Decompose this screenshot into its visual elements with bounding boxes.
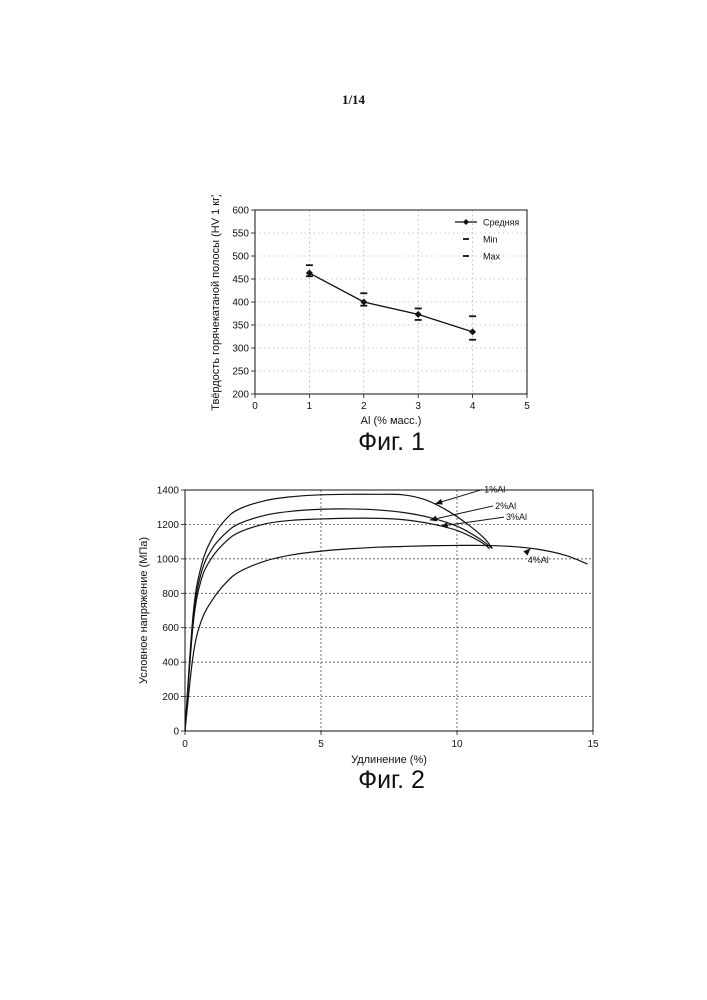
y-tick-label: 200 — [232, 390, 249, 401]
x-tick-label: 10 — [451, 739, 463, 750]
x-tick-label: 5 — [524, 401, 530, 412]
mean-line — [309, 273, 472, 332]
y-tick-label: 300 — [232, 344, 249, 355]
mean-point — [360, 299, 367, 306]
x-tick-label: 1 — [307, 401, 313, 412]
plot-frame — [185, 490, 593, 731]
hardness-chart: 200 250 300 350 400 450 500 550 600 0 1 2 3 4 5 Средня… — [200, 195, 540, 430]
legend-label: Min — [483, 235, 498, 245]
legend-label: Средняя — [483, 218, 519, 228]
legend-label: Max — [483, 252, 501, 262]
x-tick-label: 0 — [252, 401, 258, 412]
y-tick-label: 350 — [232, 321, 249, 332]
annotation-label: 4%Al — [528, 555, 549, 565]
x-tick-label: 4 — [470, 401, 476, 412]
annotation-arrowhead — [435, 499, 443, 505]
y-tick-label: 400 — [232, 298, 249, 309]
y-axis-label: Твёрдость горячекатаной полосы (HV 1 кг) — [210, 195, 222, 411]
curve-4pct-al — [185, 545, 588, 731]
y-tick-label: 1000 — [157, 554, 180, 565]
annotation-arrow — [435, 490, 482, 504]
page-number: 1/14 — [0, 92, 707, 108]
x-tick-label: 0 — [182, 739, 188, 750]
legend-marker-mean — [463, 219, 469, 225]
figure-1-caption: Фиг. 1 — [38, 428, 707, 457]
y-tick-label: 600 — [232, 206, 249, 217]
y-tick-label: 550 — [232, 229, 249, 240]
y-tick-label: 200 — [162, 692, 179, 703]
stress-strain-chart: 0 200 400 600 800 1000 1200 1400 0 5 10 15 1%Al 2%Al… — [130, 475, 630, 770]
y-tick-label: 800 — [162, 589, 179, 600]
x-axis-label: Удлинение (%) — [351, 754, 427, 766]
annotation-arrow — [430, 506, 493, 520]
annotation-arrow — [441, 517, 504, 526]
annotation-label: 3%Al — [506, 512, 527, 522]
curve-2pct-al — [185, 509, 492, 731]
annotation-arrowhead — [430, 516, 437, 522]
annotation-label: 2%Al — [495, 501, 516, 511]
y-tick-label: 450 — [232, 275, 249, 286]
mean-point — [415, 311, 422, 318]
y-tick-label: 250 — [232, 367, 249, 378]
x-tick-label: 15 — [587, 739, 599, 750]
annotation-label: 1%Al — [484, 485, 505, 495]
mean-point — [469, 328, 476, 335]
x-tick-label: 2 — [361, 401, 367, 412]
y-tick-label: 600 — [162, 623, 179, 634]
y-tick-label: 1400 — [157, 486, 180, 497]
y-axis-label: Условное напряжение (МПа) — [138, 537, 150, 684]
y-tick-label: 400 — [162, 658, 179, 669]
y-tick-label: 0 — [173, 727, 179, 738]
y-tick-label: 1200 — [157, 520, 180, 531]
x-tick-label: 3 — [415, 401, 421, 412]
curve-1pct-al — [185, 494, 492, 731]
y-tick-label: 500 — [232, 252, 249, 263]
x-tick-label: 5 — [318, 739, 324, 750]
x-axis-label: Al (% масс.) — [361, 415, 422, 427]
figure-2-caption: Фиг. 2 — [38, 766, 707, 795]
